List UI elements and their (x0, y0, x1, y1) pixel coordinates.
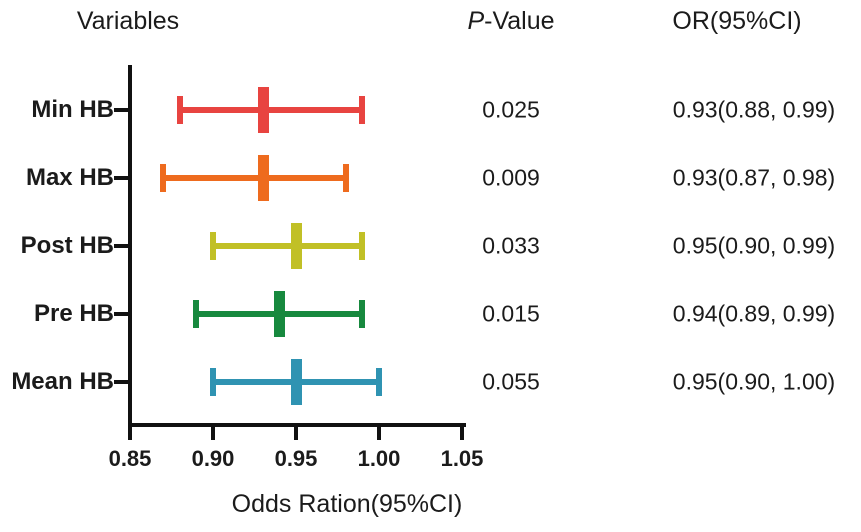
or-ci-cell: 0.95(0.90, 1.00) (672, 368, 836, 395)
x-axis-tick (211, 423, 215, 440)
y-axis-tick (114, 108, 128, 112)
x-axis-tick (294, 423, 298, 440)
p-value-cell: 0.025 (482, 96, 540, 123)
variables-header-label: Variables (76, 7, 180, 35)
or-center-marker (291, 359, 302, 405)
x-axis-tick (460, 423, 464, 440)
ci-line (163, 175, 346, 181)
x-tick-label: 0.90 (191, 446, 235, 471)
or-ci-column-header: OR(95%CI) (672, 7, 802, 36)
ci-cap-high (342, 164, 349, 192)
row-label: Pre HB (33, 300, 114, 327)
y-axis-tick (114, 380, 128, 384)
p-value-header-rest: -Value (484, 7, 555, 35)
or-ci-cell: 0.95(0.90, 0.99) (672, 232, 836, 259)
row-label: Post HB (20, 232, 114, 259)
row-label: Mean HB (11, 368, 114, 395)
x-tick-label: 1.00 (357, 446, 401, 471)
or-ci-cell: 0.93(0.88, 0.99) (672, 96, 836, 123)
or-center-marker (257, 87, 269, 133)
ci-cap-low (160, 164, 167, 192)
x-tick-label: 1.05 (440, 446, 484, 471)
p-value-cell: 0.033 (482, 232, 540, 259)
p-value-header-italic: P (467, 7, 485, 35)
ci-cap-high (359, 96, 366, 124)
p-value-cell: 0.009 (482, 164, 540, 191)
or-ci-cell: 0.93(0.87, 0.98) (672, 164, 836, 191)
x-axis-tick (128, 423, 132, 440)
y-axis-tick (114, 176, 128, 180)
p-value-cell: 0.015 (482, 300, 540, 327)
ci-cap-high (359, 232, 366, 260)
ci-line (213, 243, 363, 249)
ci-cap-low (210, 368, 216, 396)
p-value-cell: 0.055 (482, 368, 540, 395)
or-center-marker (257, 155, 269, 201)
y-axis-tick (114, 244, 128, 248)
or-ci-header-label: OR(95%CI) (672, 7, 802, 35)
ci-cap-high (376, 368, 382, 396)
y-axis-tick (114, 312, 128, 316)
x-axis-title: Odds Ration(95%CI) (231, 490, 463, 518)
x-axis-tick (377, 423, 381, 440)
ci-cap-low (193, 300, 200, 328)
p-value-column-header: P-Value (467, 7, 555, 36)
variables-column-header: Variables (76, 7, 180, 36)
ci-cap-high (359, 300, 366, 328)
ci-line (179, 107, 363, 113)
y-axis-spine (128, 65, 132, 427)
x-tick-label: 0.95 (274, 446, 318, 471)
or-center-marker (291, 223, 302, 269)
row-label: Max HB (25, 164, 114, 191)
ci-cap-low (210, 232, 216, 260)
or-center-marker (274, 291, 286, 337)
x-tick-label: 0.85 (108, 446, 152, 471)
or-ci-cell: 0.94(0.89, 0.99) (672, 300, 836, 327)
ci-cap-low (176, 96, 183, 124)
row-label: Min HB (31, 96, 114, 123)
